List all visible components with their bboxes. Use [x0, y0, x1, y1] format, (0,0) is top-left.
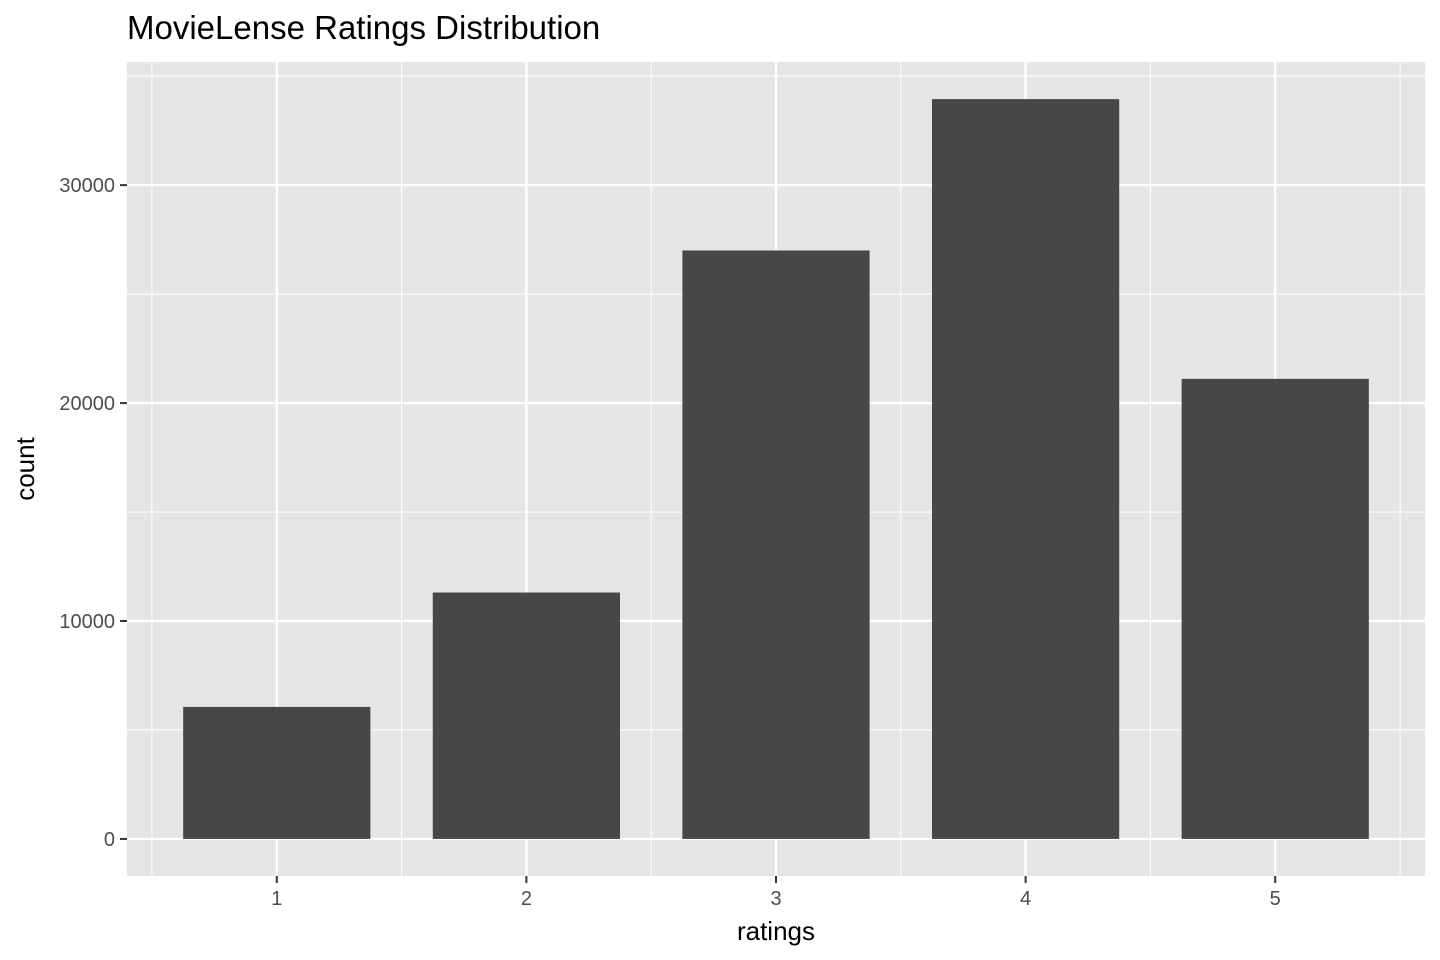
y-tick-label: 20000 [59, 393, 115, 415]
x-tick-label: 5 [1270, 888, 1281, 910]
x-tick-label: 4 [1020, 888, 1031, 910]
chart-title: MovieLense Ratings Distribution [127, 9, 600, 46]
y-axis: 0 10000 20000 30000 [59, 175, 127, 851]
y-axis-title: count [10, 436, 40, 500]
x-axis-title: ratings [737, 916, 815, 946]
bar-1 [183, 706, 371, 839]
y-tick-label: 0 [104, 829, 115, 851]
y-tick-label: 30000 [59, 175, 115, 197]
bar-5 [1181, 378, 1369, 839]
bar-2 [432, 592, 620, 839]
x-tick-label: 1 [271, 888, 282, 910]
bars [183, 99, 1369, 839]
bar-4 [932, 99, 1120, 839]
y-tick-label: 10000 [59, 611, 115, 633]
x-tick-label: 2 [521, 888, 532, 910]
bar-3 [682, 250, 870, 839]
x-tick-label: 3 [770, 888, 781, 910]
x-axis: 1 2 3 4 5 [271, 876, 1281, 910]
